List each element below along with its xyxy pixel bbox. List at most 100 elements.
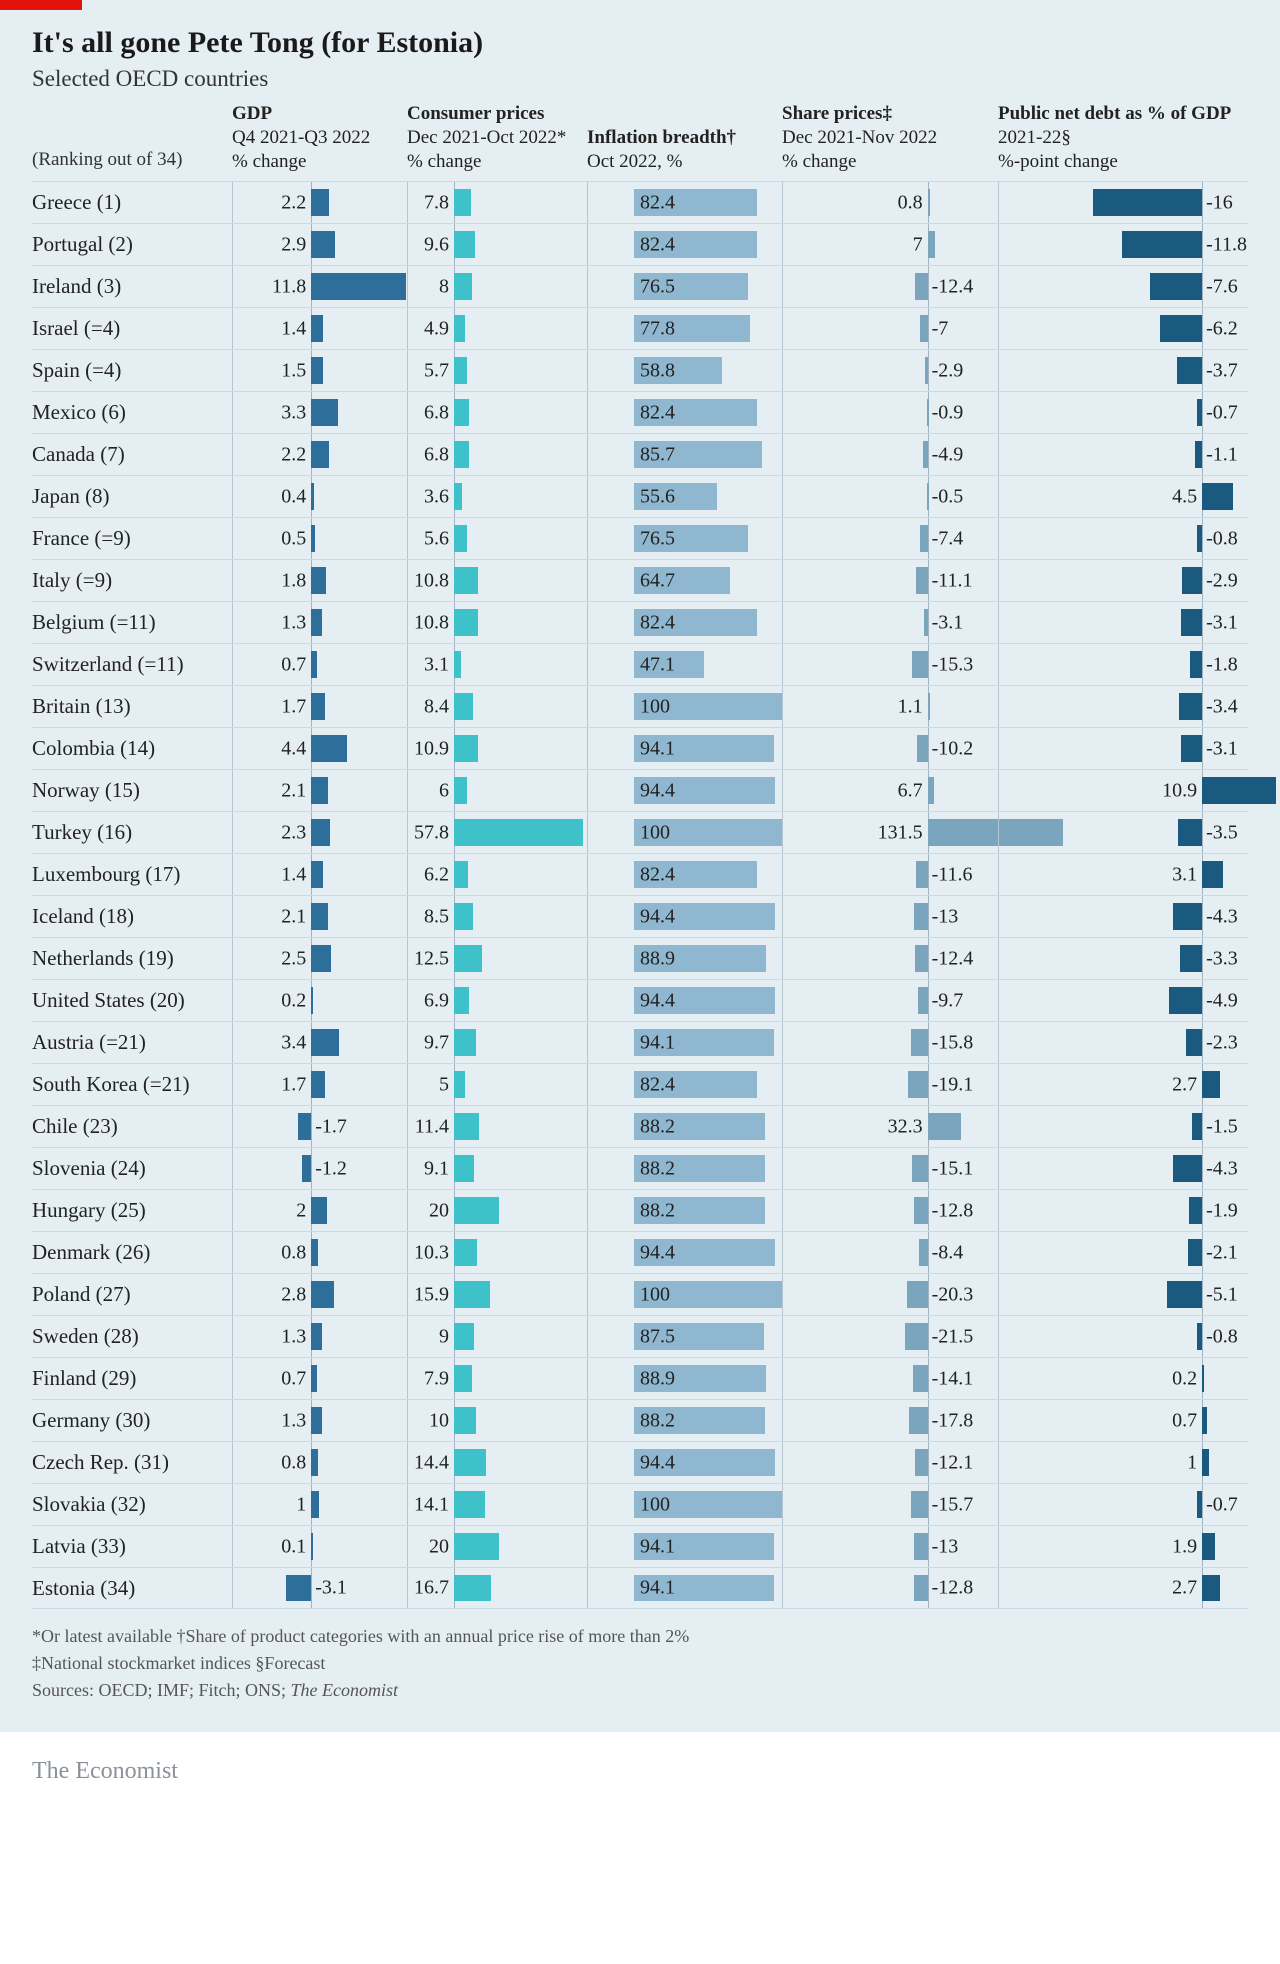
breadth-cell: 100 bbox=[587, 686, 782, 727]
table-row: Italy (=9)1.810.864.7-11.1-2.9 bbox=[32, 559, 1248, 601]
breadth-cell: 82.4 bbox=[587, 854, 782, 895]
debt-cell: -2.9 bbox=[998, 560, 1248, 601]
gdp-value: 1.3 bbox=[281, 1325, 306, 1348]
debt-cell: -3.1 bbox=[998, 602, 1248, 643]
table-row: Austria (=21)3.49.794.1-15.8-2.3 bbox=[32, 1021, 1248, 1063]
debt-cell: 10.9 bbox=[998, 770, 1248, 811]
gdp-bar bbox=[311, 1323, 321, 1350]
cpi-value: 15.9 bbox=[414, 1283, 449, 1306]
breadth-value: 88.2 bbox=[640, 1157, 675, 1180]
data-rows: Greece (1)2.27.882.40.8-16Portugal (2)2.… bbox=[32, 181, 1248, 1609]
shares-cell: -15.1 bbox=[782, 1148, 998, 1189]
gdp-cell: 1.3 bbox=[232, 1316, 407, 1357]
zero-axis bbox=[928, 938, 929, 979]
breadth-value: 94.4 bbox=[640, 779, 675, 802]
cpi-value: 10.9 bbox=[414, 737, 449, 760]
zero-axis bbox=[1202, 980, 1203, 1021]
debt-bar bbox=[1202, 777, 1276, 804]
gdp-cell: 2.3 bbox=[232, 812, 407, 853]
shares-cell: -12.1 bbox=[782, 1442, 998, 1483]
shares-cell: -20.3 bbox=[782, 1274, 998, 1315]
gdp-cell: 2.5 bbox=[232, 938, 407, 979]
gdp-bar bbox=[311, 819, 330, 846]
gdp-value: 1.4 bbox=[281, 317, 306, 340]
debt-value: 2.7 bbox=[1172, 1577, 1197, 1600]
cpi-cell: 9 bbox=[407, 1316, 587, 1357]
gdp-cell: 1 bbox=[232, 1484, 407, 1525]
breadth-value: 76.5 bbox=[640, 527, 675, 550]
economist-red-tab bbox=[0, 0, 82, 10]
gdp-value: 2.1 bbox=[281, 905, 306, 928]
debt-value: -0.8 bbox=[1206, 1325, 1238, 1348]
shares-value: -11.6 bbox=[932, 863, 973, 886]
breadth-cell: 88.9 bbox=[587, 1358, 782, 1399]
gdp-value: -3.1 bbox=[315, 1577, 347, 1600]
zero-axis bbox=[928, 854, 929, 895]
breadth-cell: 82.4 bbox=[587, 1064, 782, 1105]
breadth-value: 88.2 bbox=[640, 1409, 675, 1432]
debt-cell: 1.9 bbox=[998, 1526, 1248, 1567]
shares-bar bbox=[909, 1407, 927, 1434]
gdp-value: -1.2 bbox=[315, 1157, 347, 1180]
breadth-cell: 94.4 bbox=[587, 770, 782, 811]
cpi-cell: 10 bbox=[407, 1400, 587, 1441]
debt-value: -0.7 bbox=[1206, 401, 1238, 424]
gdp-value: 1.8 bbox=[281, 569, 306, 592]
debt-value: 3.1 bbox=[1172, 863, 1197, 886]
shares-bar bbox=[911, 1491, 927, 1518]
shares-cell: -7 bbox=[782, 308, 998, 349]
shares-cell: -12.4 bbox=[782, 266, 998, 307]
cpi-value: 10.8 bbox=[414, 569, 449, 592]
breadth-value: 94.4 bbox=[640, 1241, 675, 1264]
breadth-value: 94.1 bbox=[640, 1577, 675, 1600]
cpi-value: 6.8 bbox=[424, 443, 449, 466]
gdp-bar bbox=[302, 1155, 312, 1182]
debt-bar bbox=[1169, 987, 1202, 1014]
cpi-bar bbox=[454, 819, 583, 846]
shares-value: 6.7 bbox=[898, 779, 923, 802]
breadth-cell: 82.4 bbox=[587, 602, 782, 643]
cpi-cell: 8.4 bbox=[407, 686, 587, 727]
gdp-value: 2.2 bbox=[281, 191, 306, 214]
debt-bar bbox=[1202, 483, 1233, 510]
debt-cell: -0.7 bbox=[998, 1484, 1248, 1525]
shares-value: -20.3 bbox=[932, 1283, 974, 1306]
debt-cell: -1.9 bbox=[998, 1190, 1248, 1231]
cpi-bar bbox=[454, 1281, 490, 1308]
shares-bar bbox=[928, 189, 930, 216]
cpi-bar bbox=[454, 189, 471, 216]
shares-value: -12.8 bbox=[932, 1577, 974, 1600]
cpi-bar bbox=[454, 231, 475, 258]
gdp-bar bbox=[311, 1449, 317, 1476]
ranking-label: (Ranking out of 34) bbox=[32, 149, 232, 173]
cpi-value: 7.8 bbox=[424, 191, 449, 214]
breadth-cell: 88.2 bbox=[587, 1190, 782, 1231]
gdp-bar bbox=[298, 1113, 312, 1140]
zero-axis bbox=[1202, 308, 1203, 349]
country-label: Hungary (25) bbox=[32, 1198, 232, 1223]
debt-cell: -1.1 bbox=[998, 434, 1248, 475]
shares-value: 1.1 bbox=[898, 695, 923, 718]
shares-bar bbox=[916, 567, 927, 594]
cpi-cell: 12.5 bbox=[407, 938, 587, 979]
table-row: France (=9)0.55.676.5-7.4-0.8 bbox=[32, 517, 1248, 559]
debt-bar bbox=[1202, 1533, 1215, 1560]
debt-cell: 1 bbox=[998, 1442, 1248, 1483]
gdp-cell: 2.9 bbox=[232, 224, 407, 265]
debt-cell: 4.5 bbox=[998, 476, 1248, 517]
gdp-cell: 0.8 bbox=[232, 1232, 407, 1273]
debt-bar bbox=[1197, 399, 1202, 426]
cpi-value: 6 bbox=[439, 779, 449, 802]
country-label: Germany (30) bbox=[32, 1408, 232, 1433]
zero-axis bbox=[1202, 1022, 1203, 1063]
cpi-value: 9.1 bbox=[424, 1157, 449, 1180]
gdp-bar bbox=[311, 1197, 327, 1224]
debt-value: -16 bbox=[1206, 191, 1233, 214]
gdp-cell: 0.4 bbox=[232, 476, 407, 517]
cpi-cell: 10.8 bbox=[407, 560, 587, 601]
table-row: Iceland (18)2.18.594.4-13-4.3 bbox=[32, 895, 1248, 937]
zero-axis bbox=[928, 1442, 929, 1483]
debt-value: -5.1 bbox=[1206, 1283, 1238, 1306]
gdp-bar bbox=[311, 441, 329, 468]
gdp-bar bbox=[311, 903, 328, 930]
